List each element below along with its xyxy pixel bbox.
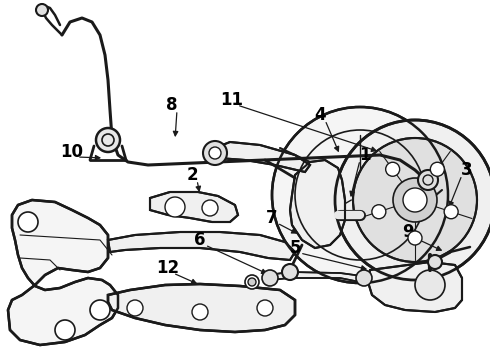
Circle shape <box>415 270 445 300</box>
Polygon shape <box>108 284 295 332</box>
Polygon shape <box>290 160 345 248</box>
Circle shape <box>403 188 427 212</box>
Circle shape <box>36 4 48 16</box>
Text: 8: 8 <box>166 96 178 114</box>
Polygon shape <box>368 262 462 312</box>
Circle shape <box>393 178 437 222</box>
Circle shape <box>257 300 273 316</box>
Text: 7: 7 <box>266 209 278 227</box>
Circle shape <box>203 141 227 165</box>
Polygon shape <box>150 192 238 222</box>
Polygon shape <box>215 142 310 172</box>
Circle shape <box>428 255 442 269</box>
Text: 12: 12 <box>156 259 179 277</box>
Circle shape <box>248 278 256 286</box>
Circle shape <box>262 270 278 286</box>
Circle shape <box>202 200 218 216</box>
Circle shape <box>386 162 400 176</box>
Circle shape <box>90 300 110 320</box>
Circle shape <box>18 212 38 232</box>
Circle shape <box>55 320 75 340</box>
Circle shape <box>408 231 422 245</box>
Circle shape <box>353 138 477 262</box>
Circle shape <box>282 264 298 280</box>
Circle shape <box>127 300 143 316</box>
Polygon shape <box>268 272 365 282</box>
Polygon shape <box>8 200 118 345</box>
Text: 6: 6 <box>194 231 206 249</box>
Circle shape <box>356 270 372 286</box>
Text: 5: 5 <box>289 239 301 257</box>
Circle shape <box>444 205 458 219</box>
Circle shape <box>245 275 259 289</box>
Text: 1: 1 <box>359 146 371 164</box>
Circle shape <box>418 170 438 190</box>
Text: 10: 10 <box>60 143 83 161</box>
Circle shape <box>272 107 448 283</box>
Circle shape <box>372 205 386 219</box>
Polygon shape <box>108 232 295 260</box>
Circle shape <box>209 147 221 159</box>
Circle shape <box>96 128 120 152</box>
Text: 4: 4 <box>314 106 326 124</box>
Circle shape <box>335 120 490 280</box>
Text: 9: 9 <box>402 223 414 241</box>
Text: 11: 11 <box>220 91 244 109</box>
Circle shape <box>192 304 208 320</box>
Circle shape <box>165 197 185 217</box>
Text: 3: 3 <box>461 161 473 179</box>
Text: 2: 2 <box>186 166 198 184</box>
Circle shape <box>430 162 444 176</box>
